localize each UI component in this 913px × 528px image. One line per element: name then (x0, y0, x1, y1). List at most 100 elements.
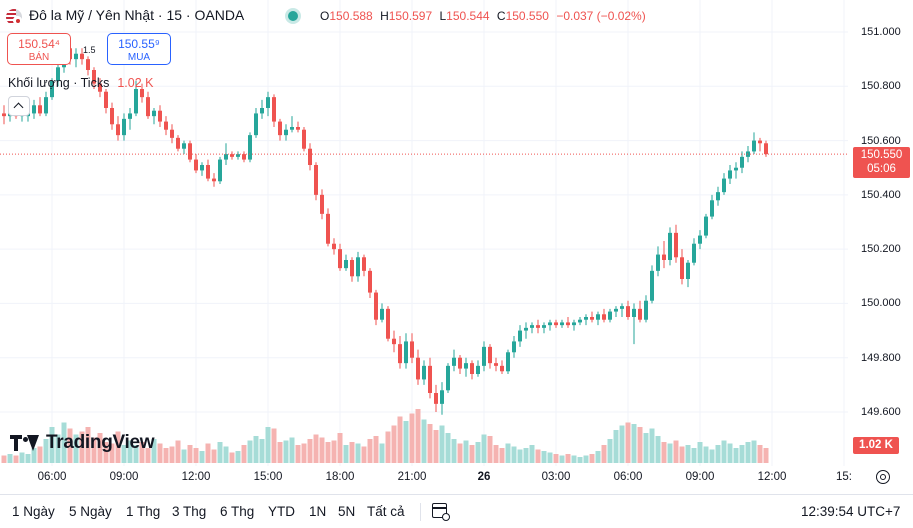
volume-bar (259, 439, 265, 463)
volume-bar (709, 449, 715, 463)
candle-body (326, 213, 330, 244)
candle-body (386, 308, 390, 339)
candle-body (38, 105, 42, 114)
buy-button[interactable]: 150.55⁹ MUA (107, 33, 171, 65)
volume-bar (295, 445, 301, 463)
volume-bar (49, 427, 55, 463)
buy-price: 150.55⁹ (118, 37, 160, 51)
timeframe-1m-button[interactable]: 1 Thg (126, 504, 161, 519)
volume-bar (589, 454, 595, 463)
volume-bar (745, 442, 751, 463)
timezone-clock[interactable]: 12:39:54 UTC+7 (801, 504, 901, 519)
timeframe-all-button[interactable]: Tất cả (367, 504, 405, 519)
timeframe-ytd-button[interactable]: YTD (268, 504, 295, 519)
timeframe-3m-button[interactable]: 3 Thg (172, 504, 207, 519)
candle-body (122, 118, 126, 136)
time-tick-label: 09:00 (109, 471, 139, 483)
candle-body (614, 308, 618, 312)
volume-bar (103, 442, 109, 463)
volume-bar (733, 448, 739, 463)
volume-bar (25, 454, 31, 463)
volume-bar (571, 455, 577, 463)
candle-body (320, 194, 324, 214)
candle-body (416, 357, 420, 380)
go-to-date-calendar-icon[interactable] (432, 503, 450, 521)
volume-bar (757, 445, 763, 463)
last-price-value: 150.550 (860, 149, 903, 161)
timeframe-6m-button[interactable]: 6 Thg (220, 504, 255, 519)
time-tick-label: 15: (836, 471, 852, 483)
timeframe-5d-button[interactable]: 5 Ngày (69, 504, 112, 519)
symbol-title[interactable]: Đô la Mỹ / Yên Nhật · 15 · OANDA (29, 7, 245, 23)
volume-bar (1, 455, 7, 463)
candle-body (212, 178, 216, 182)
volume-bar (337, 433, 343, 463)
volume-bar (421, 419, 427, 463)
axis-settings-gear-icon[interactable] (876, 470, 890, 484)
candle-body (176, 137, 180, 149)
tradingview-logo-text: TradingView (46, 432, 155, 453)
volume-bar (331, 440, 337, 463)
candle-body (428, 365, 432, 393)
tradingview-logo[interactable]: TradingView (10, 432, 155, 454)
volume-bar (697, 442, 703, 463)
candle-body (44, 97, 48, 114)
volume-bar (499, 448, 505, 463)
candle-body (584, 317, 588, 320)
volume-bar (487, 436, 493, 463)
candle-body (650, 270, 654, 301)
candle-body (158, 110, 162, 122)
timeframe-5y-button[interactable]: 5N (338, 504, 356, 519)
candle-body (278, 121, 282, 136)
volume-legend-label: Khối lượng · Ticks (8, 76, 110, 90)
candle-body (656, 254, 660, 271)
timeframe-1y-button[interactable]: 1N (309, 504, 327, 519)
volume-bar (265, 427, 271, 463)
volume-bar (397, 416, 403, 463)
time-tick-label: 09:00 (685, 471, 715, 483)
candlestick-chart[interactable] (0, 0, 913, 494)
candle-body (638, 308, 642, 320)
volume-bar (481, 434, 487, 463)
price-tick-label: 150.600 (861, 134, 901, 147)
volume-bar (43, 439, 49, 463)
volume-bar (139, 442, 145, 463)
timeframe-1d-button[interactable]: 1 Ngày (12, 504, 55, 519)
sell-button[interactable]: 150.54⁴ BÁN (7, 33, 71, 65)
volume-bar (97, 433, 103, 463)
volume-bar (91, 437, 97, 463)
volume-bar (13, 455, 19, 463)
candle-body (110, 108, 114, 125)
volume-bar (289, 437, 295, 463)
volume-bar (685, 445, 691, 463)
volume-bar (121, 445, 127, 463)
volume-bar (463, 440, 469, 463)
candle-body (668, 232, 672, 260)
volume-bar (565, 454, 571, 463)
volume-bar (451, 439, 457, 463)
volume-bar (157, 443, 163, 463)
collapse-legend-chevron-up-icon[interactable] (8, 96, 30, 116)
candle-body (704, 216, 708, 236)
volume-bar (637, 427, 643, 463)
volume-bar (85, 427, 91, 463)
candle-body (752, 140, 756, 152)
candle-body (542, 325, 546, 328)
candle-body (482, 346, 486, 366)
candle-body (758, 140, 762, 144)
candle-body (644, 300, 648, 320)
candle-body (734, 167, 738, 171)
price-tick-label: 150.400 (861, 188, 901, 201)
volume-legend[interactable]: Khối lượng · Ticks 1.02 K (8, 76, 153, 90)
volume-bar (187, 445, 193, 463)
candle-body (104, 91, 108, 108)
candle-body (56, 67, 60, 81)
volume-bar (355, 443, 361, 463)
volume-bar (367, 439, 373, 463)
close-key: C (496, 9, 506, 23)
volume-bar (523, 448, 529, 463)
volume-bar (703, 446, 709, 463)
volume-bar (691, 448, 697, 463)
candle-body (554, 322, 558, 326)
volume-bar (535, 449, 541, 463)
